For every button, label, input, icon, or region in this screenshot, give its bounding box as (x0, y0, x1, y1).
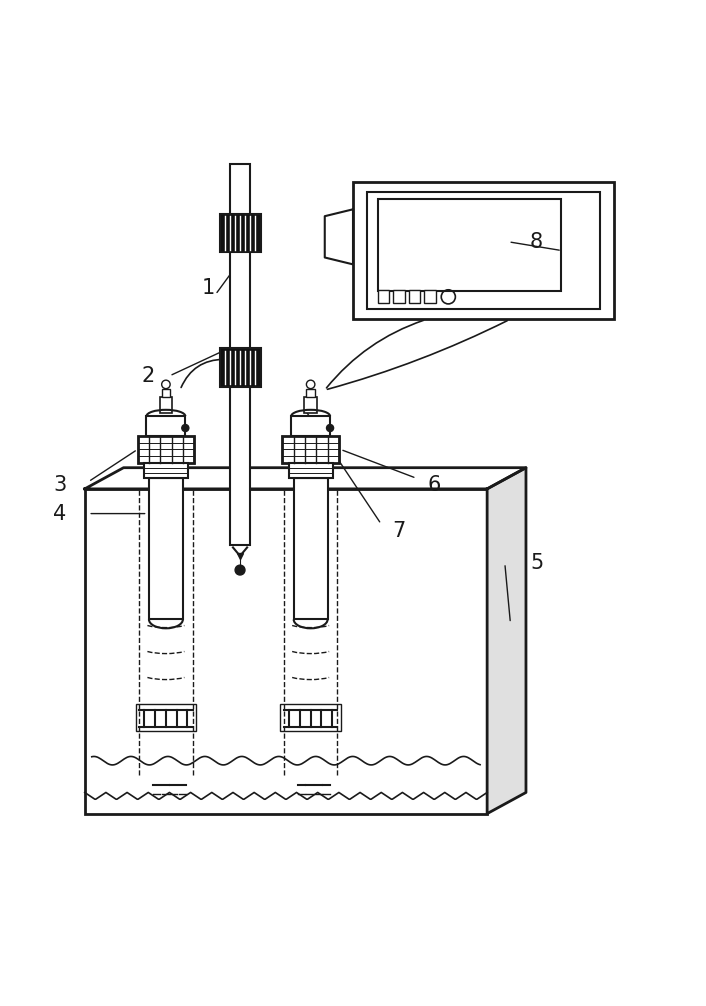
Bar (353, 182, 614, 320)
Bar (136, 704, 196, 731)
Bar (282, 436, 339, 463)
Bar (147, 416, 185, 436)
Text: 8: 8 (530, 231, 543, 252)
Bar (304, 397, 317, 412)
Bar (162, 388, 170, 397)
Polygon shape (325, 209, 353, 265)
Text: 1: 1 (202, 278, 215, 298)
Bar (378, 199, 561, 291)
Bar (144, 463, 188, 478)
Circle shape (327, 425, 333, 432)
Bar (378, 291, 389, 303)
Bar (160, 397, 172, 412)
Text: 5: 5 (530, 553, 543, 573)
Bar (85, 489, 487, 814)
Bar (393, 291, 405, 303)
Bar (409, 291, 420, 303)
Polygon shape (85, 468, 526, 489)
Polygon shape (487, 468, 526, 814)
Text: 4: 4 (54, 504, 66, 523)
Text: 7: 7 (393, 521, 405, 541)
Bar (291, 416, 330, 436)
Text: 3: 3 (54, 476, 66, 495)
Circle shape (235, 565, 245, 575)
Bar (294, 478, 328, 620)
Bar (138, 436, 194, 463)
Bar (220, 213, 261, 253)
Text: 6: 6 (428, 476, 441, 495)
Bar (306, 388, 315, 397)
Bar (280, 704, 341, 731)
Bar (220, 348, 261, 386)
Bar (149, 478, 183, 620)
Bar (230, 164, 250, 545)
Bar (289, 463, 333, 478)
Text: 2: 2 (142, 366, 155, 386)
Bar (424, 291, 436, 303)
Bar (367, 192, 600, 309)
Circle shape (182, 425, 189, 432)
